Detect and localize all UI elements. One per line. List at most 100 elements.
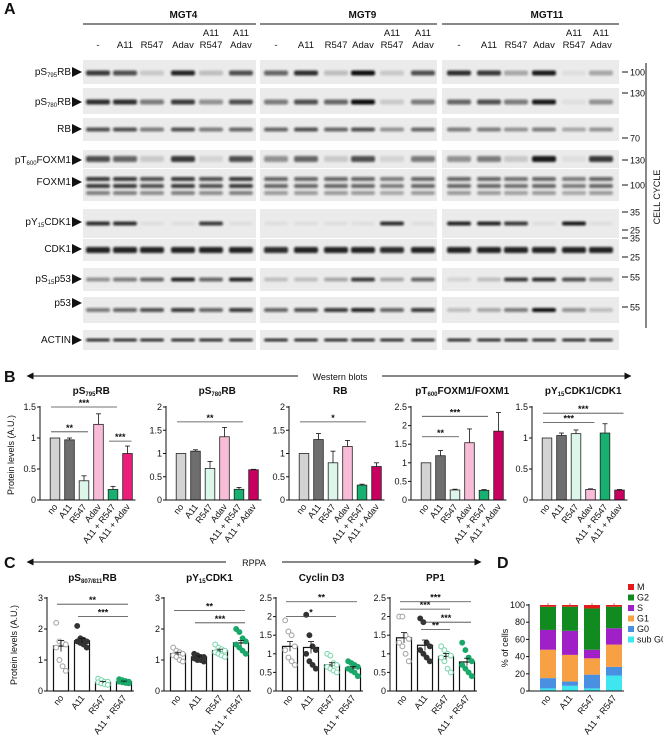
protein-band <box>86 177 110 181</box>
bar <box>342 446 353 501</box>
row-arrow-icon <box>72 274 82 284</box>
stack-segment <box>606 675 622 691</box>
legend-label: sub G0 <box>637 635 663 645</box>
text-segment: CDK1 <box>44 217 71 228</box>
blot-background <box>260 60 437 84</box>
y-tick-label: 1 <box>157 449 162 459</box>
data-point <box>459 662 466 668</box>
data-point <box>285 628 292 635</box>
blot-row-label: pS780RB <box>35 97 71 109</box>
significance-label: *** <box>420 600 431 610</box>
row-arrow-icon <box>72 155 82 165</box>
text-segment: FOXM1 <box>37 177 72 188</box>
subscript: 780 <box>211 392 222 398</box>
data-point <box>309 643 316 650</box>
legend-swatch <box>628 584 634 590</box>
protein-band <box>86 308 110 312</box>
blot-background <box>260 118 437 141</box>
y-axis-title: Protein levels (A.U.) <box>9 605 19 685</box>
bar <box>190 450 201 501</box>
y-tick-label: 0.5 <box>149 472 162 482</box>
chart-title: Cyclin D3 <box>299 573 345 584</box>
protein-band <box>532 191 556 195</box>
protein-band <box>171 277 195 282</box>
protein-band <box>86 191 110 195</box>
legend-label: S <box>637 603 643 613</box>
y-tick-label: 2 <box>402 421 407 431</box>
blot-background <box>260 88 437 114</box>
bar <box>175 453 187 501</box>
row-arrow-icon <box>72 124 82 134</box>
protein-band <box>113 99 137 105</box>
protein-band <box>324 338 348 342</box>
protein-band <box>589 127 613 132</box>
protein-band <box>411 221 435 226</box>
bar <box>435 455 446 501</box>
protein-band <box>562 308 586 312</box>
text-segment: pS <box>68 573 81 584</box>
text-segment: pY <box>545 386 558 397</box>
bar <box>327 462 339 501</box>
protein-band <box>264 127 288 132</box>
lane-label: Adav <box>172 40 194 51</box>
text-segment: CDK1 <box>44 244 71 255</box>
row-arrow-icon <box>72 244 82 254</box>
protein-band <box>113 156 137 162</box>
lane-label: A11 <box>384 28 400 39</box>
subscript: 15 <box>558 392 565 398</box>
protein-band <box>86 99 110 105</box>
protein-band <box>447 70 471 76</box>
protein-band <box>264 70 288 76</box>
panel-label-c: C <box>4 555 16 572</box>
protein-band <box>380 177 404 181</box>
x-tick-label: no <box>281 693 295 707</box>
bar <box>204 467 216 501</box>
y-tick-label: 60 <box>515 634 525 644</box>
text-segment: pT <box>415 386 427 397</box>
text-segment: RB <box>221 386 235 397</box>
y-tick-label: 1 <box>38 655 43 665</box>
protein-band <box>351 221 375 226</box>
y-tick-label: 1 <box>381 649 386 659</box>
y-tick-label: 0 <box>520 686 525 696</box>
protein-band <box>589 156 613 162</box>
protein-band <box>171 156 195 162</box>
protein-band <box>229 338 253 342</box>
significance-label: ** <box>89 595 97 605</box>
protein-band <box>589 308 613 312</box>
data-point <box>83 644 90 651</box>
protein-band <box>199 99 223 105</box>
bar <box>599 432 611 501</box>
data-point <box>327 652 334 659</box>
x-tick-label: A11 <box>186 693 203 711</box>
blot-background <box>83 209 256 238</box>
data-point <box>53 644 60 651</box>
protein-band <box>380 338 404 342</box>
protein-band <box>380 191 404 195</box>
significance-label: *** <box>79 398 90 408</box>
bar <box>233 488 245 501</box>
data-point <box>282 647 289 654</box>
text-segment: RB <box>102 573 116 584</box>
subscript: 795 <box>85 392 96 398</box>
lane-label: Adav <box>412 40 434 51</box>
bar <box>219 436 230 501</box>
subscript: 795 <box>47 73 58 79</box>
stack-segment <box>562 681 578 686</box>
blot-background <box>260 297 437 323</box>
protein-band <box>113 70 137 76</box>
y-tick-label: 40 <box>515 652 525 662</box>
data-point <box>59 663 66 670</box>
protein-band <box>113 338 137 342</box>
protein-band <box>380 221 404 226</box>
blot-background <box>83 297 256 323</box>
row-arrow-icon <box>72 67 82 77</box>
protein-band <box>351 308 375 312</box>
data-point <box>53 619 60 626</box>
blot-row-label: pT600FOXM1 <box>15 155 72 167</box>
protein-band <box>477 247 501 253</box>
protein-band <box>532 99 556 105</box>
subscript: 780 <box>47 103 58 109</box>
lane-label: A11 <box>117 40 133 51</box>
protein-band <box>589 221 613 226</box>
